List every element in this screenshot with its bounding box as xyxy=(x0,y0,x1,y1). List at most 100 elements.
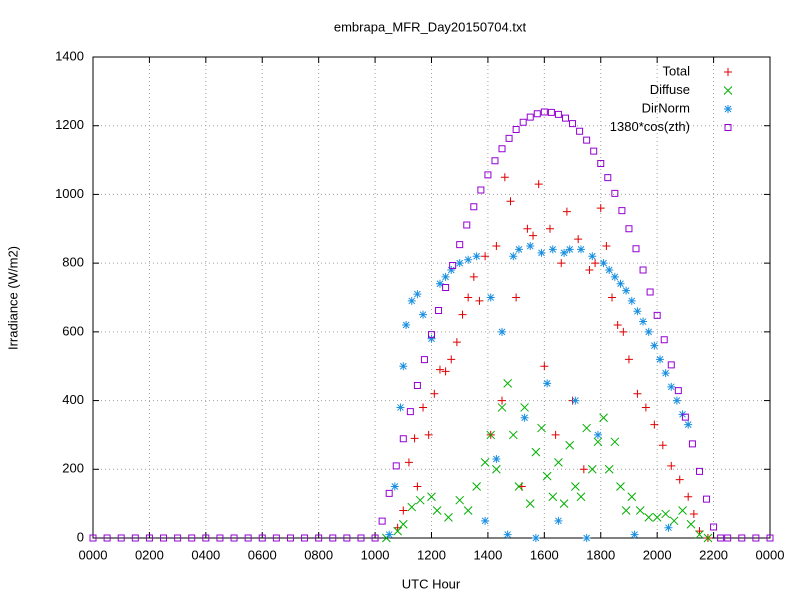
data-point xyxy=(531,447,541,457)
y-tick-label: 800 xyxy=(62,255,84,270)
legend-marker xyxy=(724,105,732,113)
data-point xyxy=(371,534,379,542)
x-tick-label: 0200 xyxy=(135,547,164,562)
data-point xyxy=(399,362,408,371)
data-point xyxy=(752,534,760,542)
data-point xyxy=(669,516,679,526)
data-point xyxy=(435,279,444,288)
data-point xyxy=(441,367,450,376)
data-point xyxy=(452,338,461,347)
data-point xyxy=(390,482,399,491)
y-tick-label: 0 xyxy=(77,529,84,544)
x-tick-label: 2200 xyxy=(699,547,728,562)
x-tick-label: 1800 xyxy=(586,547,615,562)
data-point xyxy=(627,492,637,502)
data-point xyxy=(618,207,626,215)
y-tick-label: 1400 xyxy=(55,48,84,63)
data-point xyxy=(444,513,453,522)
legend-label: DirNorm xyxy=(642,100,690,115)
data-point xyxy=(576,492,586,502)
data-point xyxy=(591,259,600,268)
data-point xyxy=(419,403,428,412)
data-point xyxy=(514,245,523,254)
data-point xyxy=(571,482,580,491)
data-point xyxy=(492,241,501,250)
data-point xyxy=(559,499,569,508)
data-point xyxy=(641,403,650,412)
data-point xyxy=(519,118,527,126)
data-point xyxy=(526,113,534,121)
data-point xyxy=(579,465,588,474)
data-point xyxy=(585,266,594,275)
data-point xyxy=(472,482,481,491)
y-tick-label: 200 xyxy=(62,461,84,476)
data-point xyxy=(410,434,419,443)
data-point xyxy=(413,482,422,491)
data-point xyxy=(616,482,625,491)
data-point xyxy=(430,389,439,398)
data-point xyxy=(630,530,639,539)
data-point xyxy=(505,134,513,142)
data-point xyxy=(633,307,642,316)
data-point xyxy=(703,533,713,543)
data-point xyxy=(508,430,518,440)
data-point xyxy=(633,389,642,398)
data-point xyxy=(500,173,509,182)
data-point xyxy=(385,530,394,539)
y-tick-label: 1200 xyxy=(55,117,84,132)
data-point xyxy=(587,464,597,474)
data-point xyxy=(688,440,696,448)
data-point xyxy=(272,534,280,542)
data-point xyxy=(497,403,507,412)
data-point xyxy=(766,534,774,542)
data-point xyxy=(378,517,386,525)
data-point xyxy=(569,120,577,128)
data-point xyxy=(531,534,540,542)
data-point xyxy=(599,259,608,268)
data-point xyxy=(593,437,603,447)
data-point xyxy=(674,387,682,395)
data-point xyxy=(533,110,541,118)
plot-border xyxy=(92,56,771,539)
data-point xyxy=(658,441,667,450)
data-point xyxy=(576,127,584,135)
data-point xyxy=(597,160,605,168)
data-point xyxy=(661,369,670,378)
data-point xyxy=(582,423,591,433)
data-point xyxy=(258,534,266,542)
data-point xyxy=(514,482,524,491)
data-point xyxy=(424,430,433,439)
data-point xyxy=(520,403,529,412)
data-point xyxy=(577,245,586,254)
data-point xyxy=(548,492,558,502)
legend-label: Total xyxy=(663,63,691,78)
data-point xyxy=(554,110,562,118)
data-point xyxy=(464,293,473,302)
data-point xyxy=(407,296,416,305)
data-point xyxy=(432,506,442,515)
data-point xyxy=(660,336,668,344)
data-point xyxy=(498,396,507,405)
data-point xyxy=(689,509,698,518)
data-point xyxy=(406,408,414,416)
data-point xyxy=(286,534,294,542)
data-point xyxy=(419,310,428,319)
data-point xyxy=(477,186,485,194)
data-point xyxy=(678,506,687,515)
data-point xyxy=(639,266,647,274)
data-point xyxy=(664,523,673,532)
data-point xyxy=(596,204,605,213)
data-point xyxy=(667,382,676,391)
data-point xyxy=(402,320,411,329)
data-point xyxy=(435,365,444,374)
data-point xyxy=(695,467,703,475)
data-point xyxy=(455,495,465,505)
data-point xyxy=(684,492,693,501)
data-point xyxy=(644,513,654,522)
data-point xyxy=(469,272,478,281)
x-tick-label: 1400 xyxy=(473,547,502,562)
data-point xyxy=(404,458,413,467)
data-point xyxy=(610,437,620,447)
data-point xyxy=(557,259,566,268)
